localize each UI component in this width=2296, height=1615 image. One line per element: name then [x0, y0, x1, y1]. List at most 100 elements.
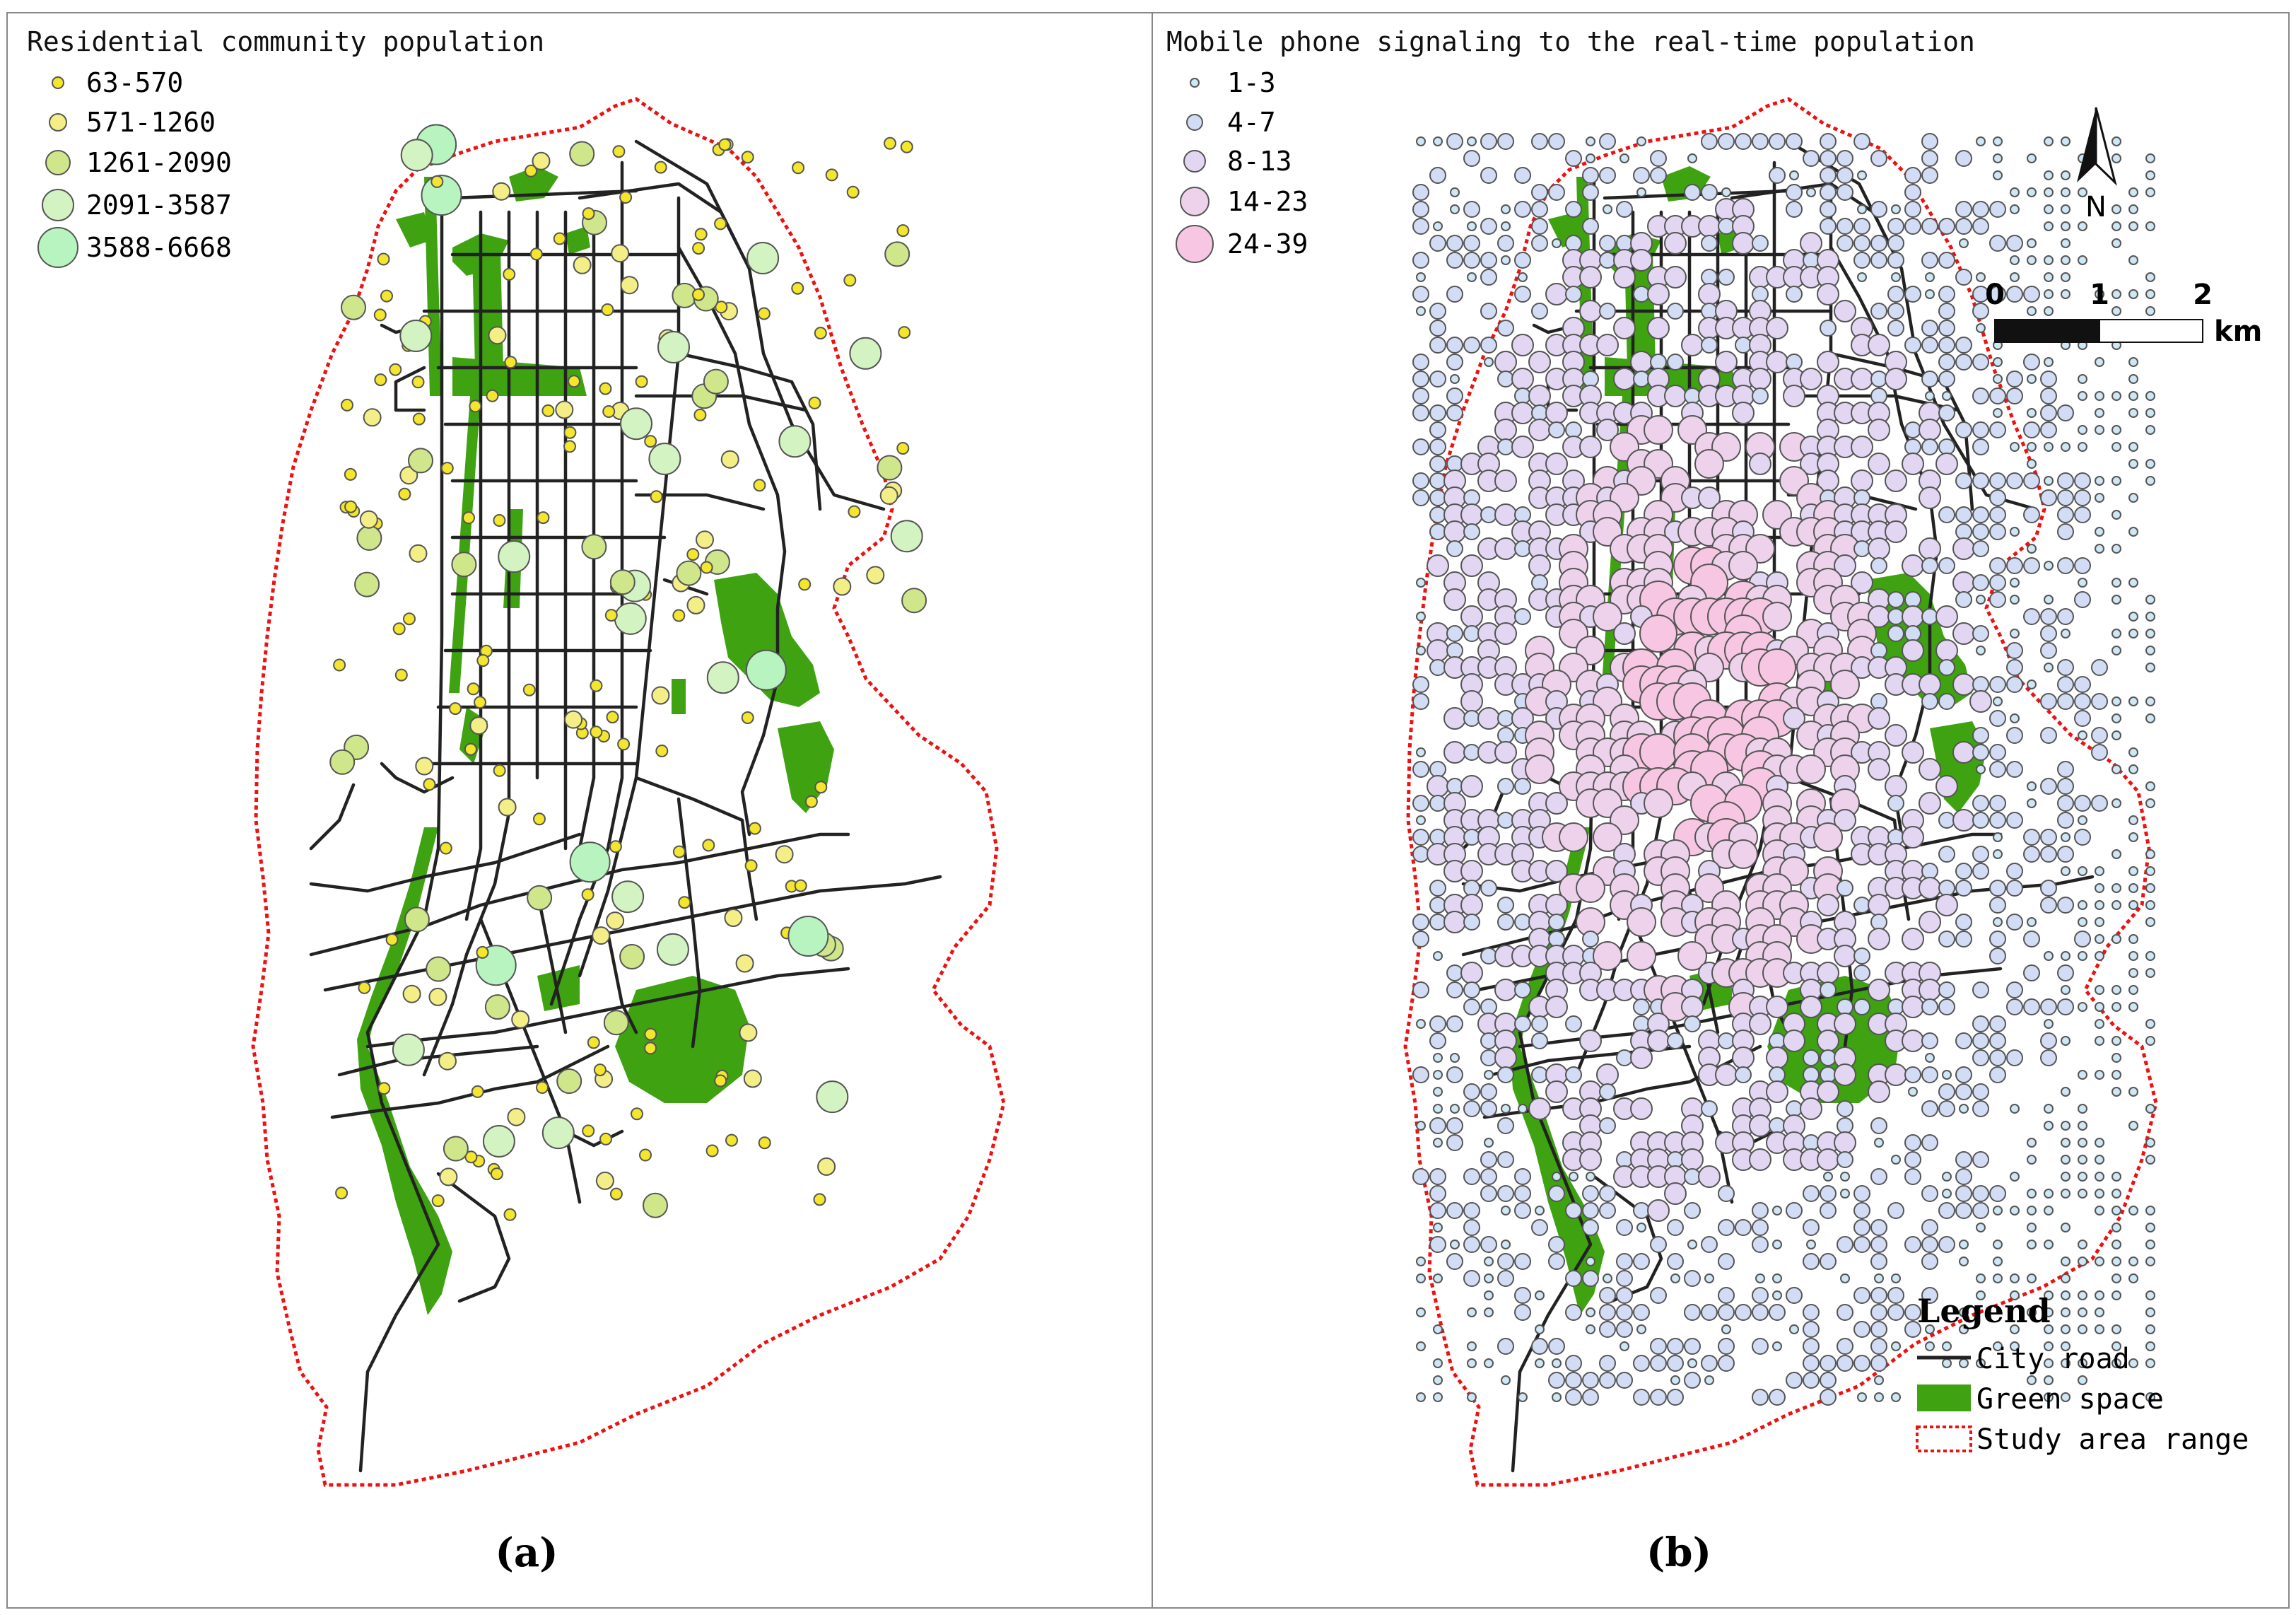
signaling-dot [1887, 320, 1904, 337]
signaling-dot [1446, 1066, 1463, 1083]
community-dot [714, 1074, 727, 1088]
signaling-dot [1853, 964, 1870, 981]
signaling-dot [1593, 602, 1622, 631]
signaling-dot [1463, 710, 1480, 727]
signaling-dot [1586, 1172, 1595, 1182]
signaling-dot [2074, 829, 2091, 846]
signaling-dot [1993, 1240, 2003, 1249]
north-label: N [2085, 191, 2107, 223]
signaling-dot [1718, 1032, 1735, 1049]
community-dot [563, 426, 577, 439]
signaling-dot [1728, 839, 1758, 869]
signaling-dot [1755, 1273, 1765, 1283]
signaling-dot [1427, 639, 1449, 662]
signaling-dot [1972, 540, 1989, 557]
signaling-dot [1820, 167, 1837, 184]
signaling-dot [2040, 727, 2057, 744]
signaling-dot [2006, 998, 2023, 1015]
signaling-dot [1885, 724, 1907, 747]
signaling-dot [1494, 351, 1517, 373]
signaling-dot [1484, 357, 1494, 367]
community-dot [808, 396, 821, 409]
signaling-dot [1429, 235, 1446, 252]
signaling-dot [1514, 1185, 1531, 1202]
signaling-dot [1535, 1206, 1545, 1215]
signaling-dot [1484, 1138, 1494, 1148]
signaling-dot [1891, 1155, 1901, 1165]
community-dot [643, 1192, 668, 1218]
community-dot [611, 244, 630, 263]
signaling-dot [2145, 1307, 2155, 1317]
signaling-dot [1416, 1341, 1426, 1351]
signaling-dot [1820, 150, 1837, 167]
signaling-dot [1938, 931, 1955, 948]
community-dot [741, 711, 754, 724]
signaling-dot [1959, 1257, 1969, 1266]
signaling-dot [1480, 1100, 1497, 1117]
signaling-dot [1728, 551, 1758, 581]
community-dot [739, 1023, 758, 1042]
signaling-dot [1976, 646, 1986, 655]
signaling-dot [1416, 646, 1426, 655]
signaling-dot [2112, 204, 2121, 214]
signaling-dot [2078, 1358, 2087, 1368]
signaling-dot [1820, 1372, 1837, 1389]
signaling-dot [2057, 523, 2074, 540]
signaling-dot [1820, 320, 1837, 337]
signaling-dot [1955, 354, 1972, 371]
signaling-dot [1921, 1219, 1938, 1236]
signaling-dot [2091, 744, 2108, 761]
signaling-dot [2010, 713, 2020, 723]
signaling-dot [1531, 1032, 1548, 1049]
signaling-dot [1497, 438, 1514, 455]
community-dot [402, 984, 421, 1003]
signaling-dot [2112, 1172, 2121, 1182]
signaling-dot [1545, 402, 1568, 424]
signaling-dot [2057, 998, 2074, 1015]
community-dot [581, 888, 594, 902]
signaling-dot [2078, 255, 2087, 265]
community-dot [609, 840, 622, 853]
signaling-dot [2061, 1036, 2070, 1046]
signaling-dot [1837, 184, 1853, 201]
signaling-dot [1416, 1392, 1426, 1402]
signaling-dot [1545, 283, 1568, 305]
community-dot [692, 288, 705, 301]
signaling-dot [1552, 238, 1562, 248]
signaling-dot [2006, 914, 2023, 931]
signaling-dot [2112, 900, 2121, 910]
signaling-dot [2078, 425, 2087, 435]
signaling-dot [2145, 663, 2155, 672]
signaling-dot [1463, 1270, 1480, 1287]
signaling-dot [1938, 252, 1955, 269]
signaling-dot [1972, 1151, 1989, 1168]
signaling-dot [1599, 1287, 1616, 1304]
signaling-dot [2040, 608, 2057, 625]
signaling-dot [1921, 1185, 1938, 1202]
signaling-dot [1989, 235, 2006, 252]
signaling-dot [1870, 150, 1887, 167]
signaling-dot [1989, 201, 2006, 218]
signaling-dot [1935, 639, 1958, 662]
signaling-dot [1630, 1097, 1653, 1120]
community-dot [426, 956, 452, 982]
signaling-dot [1599, 1321, 1616, 1338]
signaling-dot [2044, 951, 2054, 961]
community-dot [399, 466, 418, 485]
signaling-dot [1786, 354, 1803, 371]
signaling-dot [1650, 354, 1667, 371]
signaling-dot [1902, 605, 1924, 628]
signaling-dot [1919, 486, 1941, 509]
community-dot [609, 1187, 623, 1201]
community-dot [609, 569, 636, 595]
signaling-dot [1817, 1030, 1839, 1052]
signaling-dot [1752, 1304, 1769, 1321]
signaling-dot [1670, 1273, 1680, 1283]
signaling-dot [1497, 1066, 1514, 1083]
signaling-dot [2057, 964, 2074, 981]
signaling-dot [1938, 303, 1955, 320]
signaling-dot [1460, 605, 1483, 628]
signaling-dot [1921, 608, 1938, 625]
signaling-dot [2027, 1155, 2037, 1165]
legend-b-symbol-1 [1190, 78, 1200, 88]
